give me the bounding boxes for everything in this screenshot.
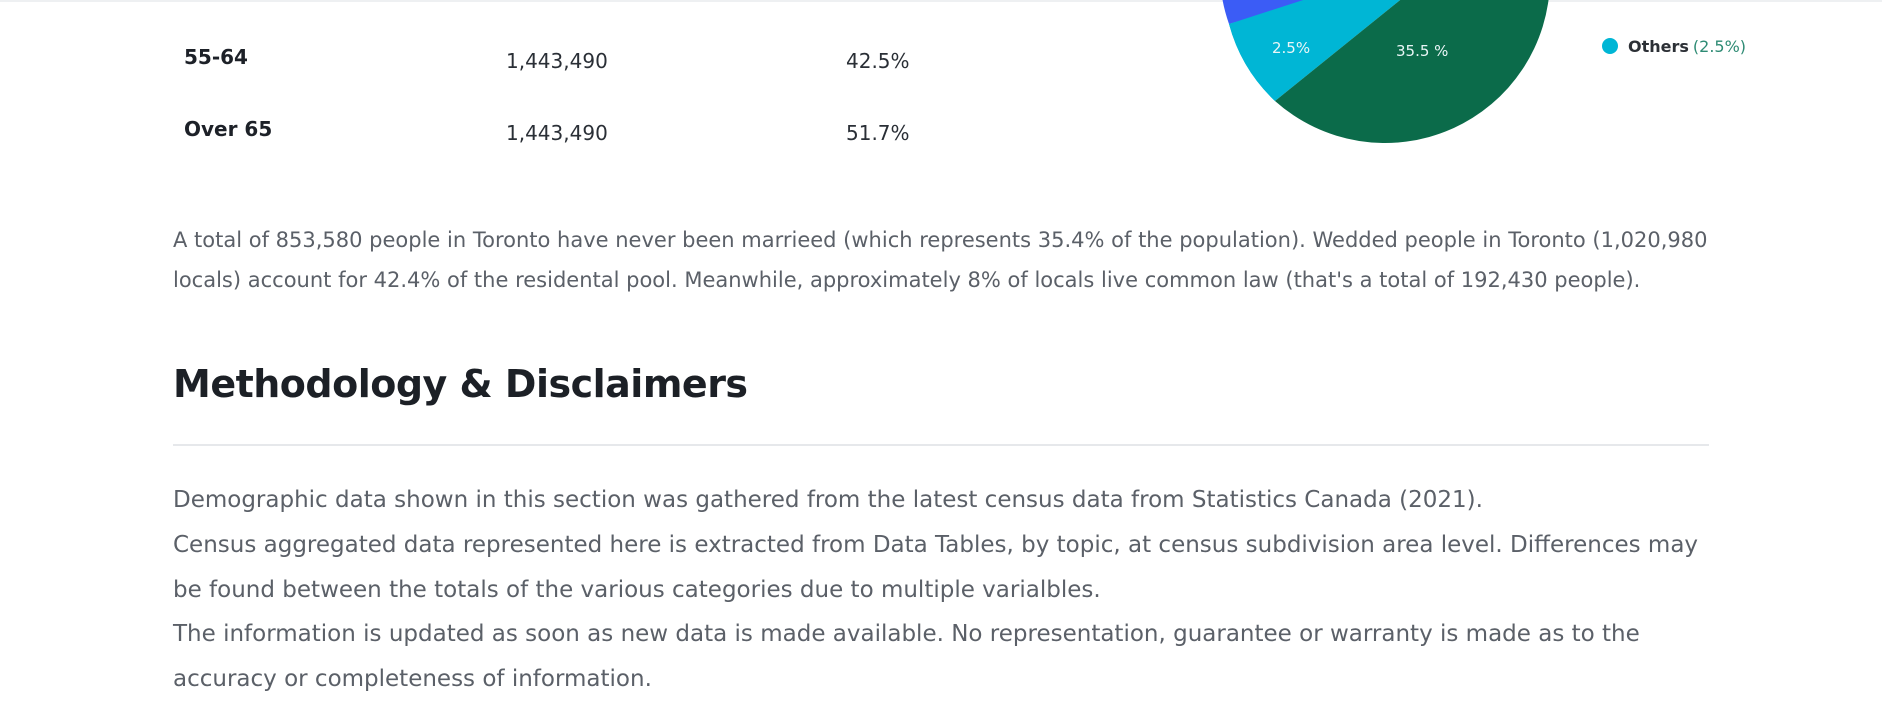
legend-name: Others	[1628, 36, 1689, 56]
pie-chart-svg: 2.5% 35.5 %	[1222, 0, 1550, 143]
methodology-paragraph-1: Demographic data shown in this section w…	[173, 487, 1483, 513]
table-row: 55-64 1,443,490 42.5%	[0, 44, 1100, 84]
legend-item-others[interactable]: Others (2.5%)	[1602, 34, 1746, 58]
section-divider	[173, 444, 1709, 446]
methodology-paragraph-2: Census aggregated data represented here …	[173, 532, 1699, 603]
legend-percent: (2.5%)	[1692, 36, 1747, 56]
pie-chart: 2.5% 35.5 %	[1200, 0, 1580, 160]
age-count-cell: 1,443,490	[506, 121, 608, 145]
marital-status-paragraph: A total of 853,580 people in Toronto hav…	[173, 228, 1708, 292]
legend-dot-icon	[1602, 38, 1618, 54]
methodology-heading: Methodology & Disclaimers	[173, 362, 748, 406]
methodology-paragraph-3: The information is updated as soon as ne…	[173, 621, 1640, 692]
table-row	[0, 0, 1100, 18]
pie-slice-others-top[interactable]	[1229, 0, 1425, 101]
top-edge-shadow	[0, 0, 1882, 2]
age-group-label: 55-64	[184, 45, 248, 69]
age-percent-cell: 51.7%	[846, 121, 910, 145]
pie-slice-green[interactable]	[1275, 0, 1550, 143]
age-percent-cell: 42.5%	[846, 49, 910, 73]
age-count-cell: 1,443,490	[506, 49, 608, 73]
pie-label-green: 35.5 %	[1396, 42, 1448, 60]
age-group-label: Over 65	[184, 117, 273, 141]
pie-label-others: 2.5%	[1272, 39, 1310, 57]
table-row: Over 65 1,443,490 51.7%	[0, 116, 1100, 156]
